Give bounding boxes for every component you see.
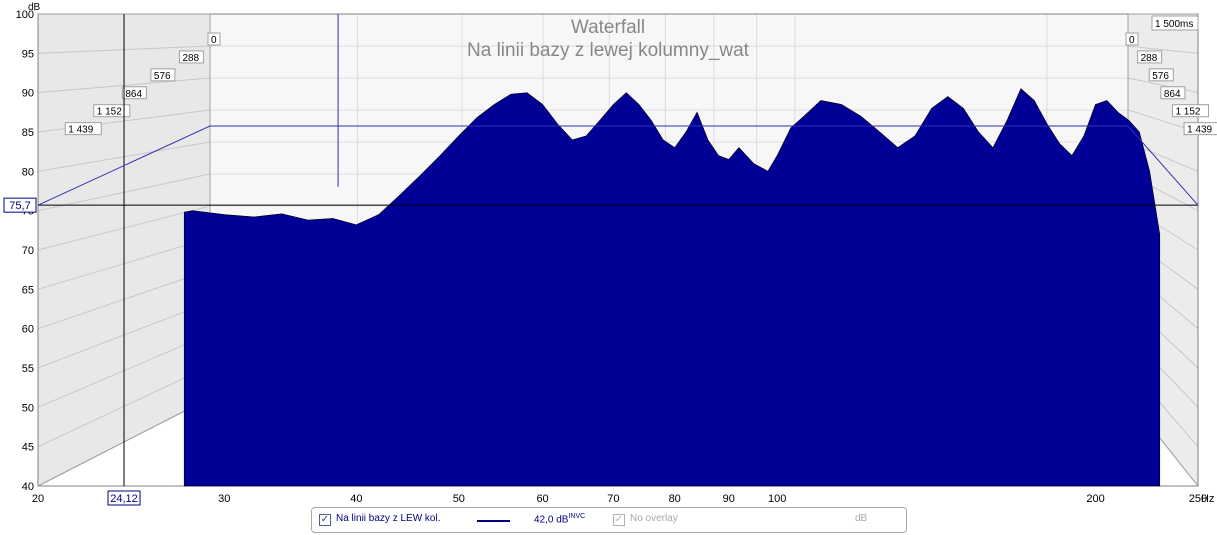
series-value: 42,0 dBINVC: [534, 513, 585, 525]
overlay-label: No overlay: [630, 513, 678, 524]
time-label-box: [1125, 32, 1139, 46]
time-label-box: [1160, 86, 1186, 100]
x-tick-label: 30: [218, 493, 230, 505]
y-tick-label: 90: [22, 88, 34, 100]
y-tick-label: 95: [22, 48, 34, 60]
cursor-back-horizontal: [37, 125, 1199, 206]
time-label-left: 864: [125, 89, 142, 100]
cursor-y-label: 75,7: [9, 200, 30, 212]
x-tick-label: 200: [1086, 493, 1104, 505]
time-label-box: [1171, 104, 1209, 118]
decay-slice: [183, 88, 1161, 487]
x-tick-label: 80: [669, 493, 681, 505]
time-label-right: 864: [1164, 89, 1181, 100]
time-label-left: 576: [154, 71, 171, 82]
x-tick-label: 20: [32, 493, 44, 505]
y-tick-label: 55: [22, 363, 34, 375]
y-tick-label: 60: [22, 324, 34, 336]
time-label-box: [178, 50, 204, 64]
time-label-box: [150, 68, 176, 82]
grid-line-right: [1127, 45, 1199, 54]
x-axis-unit: Hz: [1201, 493, 1214, 505]
y-tick-label: 45: [22, 442, 34, 454]
cursors[interactable]: 24,12 75,7: [3, 14, 1199, 506]
chart-title: Waterfall: [571, 17, 645, 38]
waterfall-plot[interactable]: 4045505560657075808590951002030405060708…: [0, 0, 1217, 506]
time-label-right: 1 152: [1175, 107, 1200, 118]
cursor-x-label: 24,12: [110, 493, 138, 505]
time-label-box: [64, 122, 102, 136]
series-name: Na linii bazy z LEW kol.: [336, 513, 441, 524]
x-tick-label: 60: [536, 493, 548, 505]
time-label-box: [121, 86, 147, 100]
cursor-x-box: [107, 490, 141, 506]
time-label-left: 1 152: [97, 107, 122, 118]
axes: 4045505560657075808590951002030405060708…: [16, 9, 1217, 505]
y-tick-label: 70: [22, 245, 34, 257]
y-tick-label: 40: [22, 481, 34, 493]
x-tick-label: 50: [453, 493, 465, 505]
time-label-right: 1 439: [1187, 125, 1212, 136]
time-label-right: 288: [1141, 53, 1158, 64]
time-label-left: 1 439: [68, 125, 93, 136]
time-label-right: 0: [1129, 35, 1135, 46]
y-axis-label: dB: [28, 2, 41, 13]
series-value-sup: INVC: [568, 513, 586, 520]
series-line-swatch: [477, 520, 510, 522]
x-tick-label: 250: [1189, 493, 1207, 505]
x-tick-label: 70: [607, 493, 619, 505]
time-label-box: [1148, 68, 1174, 82]
time-label-box: [1137, 50, 1163, 64]
x-tick-label: 40: [350, 493, 362, 505]
y-tick-label: 85: [22, 127, 34, 139]
grid-line-right: [1127, 77, 1199, 94]
time-end-box: [1151, 15, 1199, 31]
overlay-unit: dB: [855, 513, 868, 524]
cursor-y-box: [3, 197, 37, 213]
time-label-left: 288: [182, 53, 199, 64]
y-tick-label: 65: [22, 284, 34, 296]
legend: ✓ Na linii bazy z LEW kol. 42,0 dBINVC ✓…: [311, 507, 907, 533]
time-label-left: 0: [211, 35, 217, 46]
overlay-checkbox[interactable]: ✓: [613, 514, 625, 526]
x-tick-label: 100: [768, 493, 786, 505]
chart-subtitle: Na linii bazy z lewej kolumny_wat: [467, 40, 750, 61]
y-tick-label: 50: [22, 402, 34, 414]
y-tick-label: 80: [22, 166, 34, 178]
series-value-text: 42,0 dB: [534, 514, 569, 526]
waterfall-surface: [183, 88, 1161, 487]
time-label-box: [93, 104, 131, 118]
y-tick-label: 100: [16, 9, 34, 21]
time-label-box: [207, 32, 221, 46]
time-end-label: 1 500ms: [1155, 19, 1193, 30]
time-label-right: 576: [1152, 71, 1169, 82]
series-checkbox[interactable]: ✓: [319, 514, 331, 526]
time-label-box: [1183, 122, 1217, 136]
x-tick-label: 90: [723, 493, 735, 505]
